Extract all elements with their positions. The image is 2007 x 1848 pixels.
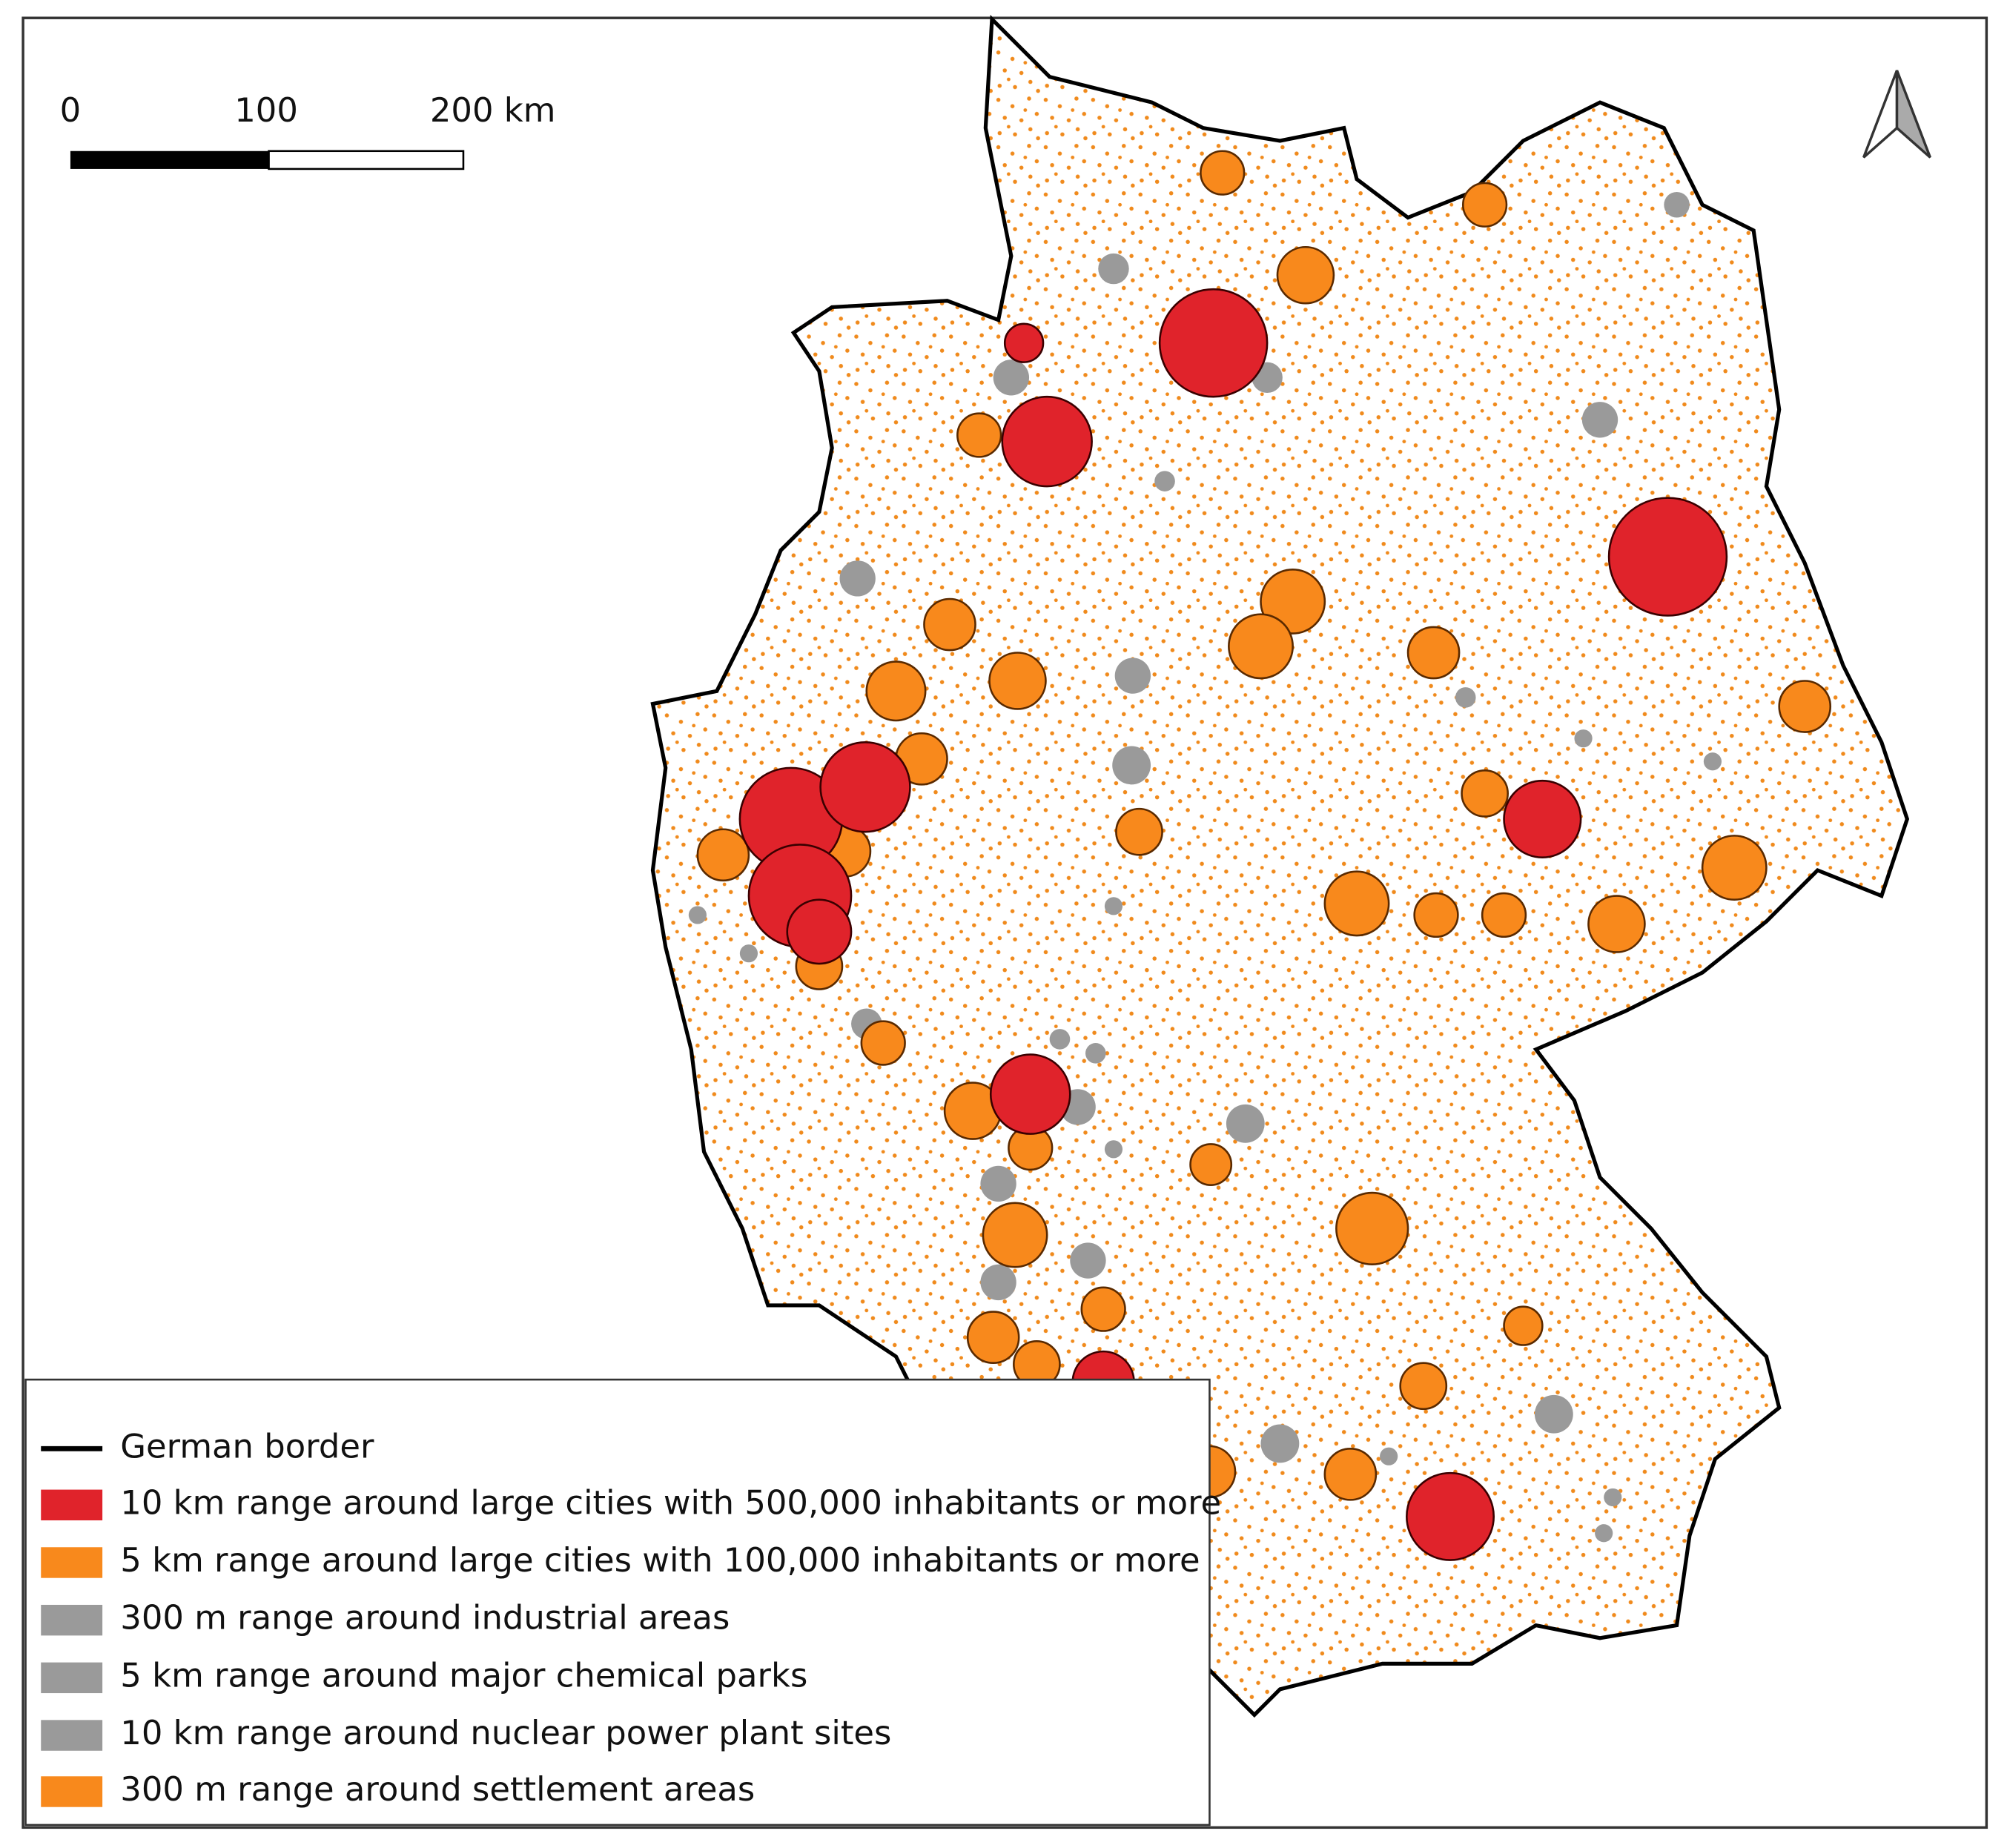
scale-segment bbox=[268, 150, 465, 170]
legend-label: 5 km range around major chemical parks bbox=[120, 1655, 807, 1695]
legend-label: German border bbox=[120, 1426, 374, 1466]
legend-label: 5 km range around large cities with 100,… bbox=[120, 1540, 1200, 1580]
scale-label: 200 km bbox=[430, 90, 556, 130]
large-city-zone bbox=[1228, 613, 1294, 680]
large-city-zone bbox=[988, 652, 1047, 710]
metropolis-zone bbox=[1003, 322, 1045, 363]
metropolis-zone bbox=[1406, 1471, 1495, 1561]
chemical-or-nuclear-zone bbox=[1112, 746, 1151, 785]
scale-bar: 0 100 200 km bbox=[60, 90, 556, 170]
chemical-or-nuclear-zone bbox=[1104, 897, 1123, 915]
chemical-or-nuclear-zone bbox=[1534, 1394, 1573, 1434]
large-city-zone bbox=[1399, 1362, 1448, 1411]
chemical-or-nuclear-zone bbox=[1604, 1488, 1622, 1507]
legend-label: 10 km range around large cities with 500… bbox=[120, 1483, 1221, 1522]
legend-swatch bbox=[41, 1604, 103, 1636]
legend-label: 300 m range around industrial areas bbox=[120, 1598, 730, 1637]
chemical-or-nuclear-zone bbox=[688, 906, 707, 924]
large-city-zone bbox=[1276, 245, 1335, 305]
scale-label: 100 bbox=[234, 90, 298, 130]
chemical-or-nuclear-zone bbox=[1664, 191, 1690, 218]
chemical-or-nuclear-zone bbox=[1581, 402, 1619, 438]
large-city-zone bbox=[1461, 769, 1509, 818]
chemical-or-nuclear-zone bbox=[1070, 1242, 1106, 1279]
north-arrow bbox=[1862, 70, 1932, 159]
metropolis-zone bbox=[1607, 497, 1728, 617]
large-city-zone bbox=[1587, 895, 1646, 953]
large-city-zone bbox=[1481, 892, 1527, 938]
metropolis-zone bbox=[786, 898, 853, 965]
metropolis-zone bbox=[1158, 288, 1269, 398]
large-city-zone bbox=[1335, 1191, 1409, 1266]
large-city-zone bbox=[1461, 182, 1508, 228]
chemical-or-nuclear-zone bbox=[1085, 1043, 1106, 1064]
chemical-or-nuclear-zone bbox=[839, 560, 876, 597]
large-city-zone bbox=[1323, 870, 1390, 937]
chemical-or-nuclear-zone bbox=[1226, 1104, 1265, 1143]
range-zones bbox=[688, 150, 1832, 1561]
chemical-or-nuclear-zone bbox=[1574, 729, 1593, 748]
metropolis-zone bbox=[1001, 395, 1093, 488]
large-city-zone bbox=[966, 1311, 1020, 1364]
legend-swatch bbox=[41, 1662, 103, 1694]
large-city-zone bbox=[1115, 807, 1163, 856]
legend-swatch bbox=[41, 1776, 103, 1807]
legend-label: 10 km range around nuclear power plant s… bbox=[120, 1713, 891, 1752]
chemical-or-nuclear-zone bbox=[1595, 1524, 1613, 1543]
chemical-or-nuclear-zone bbox=[1703, 752, 1722, 771]
large-city-zone bbox=[1413, 892, 1459, 938]
large-city-zone bbox=[1323, 1448, 1378, 1501]
large-city-zone bbox=[1200, 150, 1246, 196]
legend-swatch bbox=[41, 1489, 103, 1521]
chemical-or-nuclear-zone bbox=[1260, 1424, 1300, 1463]
large-city-zone bbox=[956, 412, 1002, 458]
legend-box bbox=[24, 1378, 1211, 1827]
large-city-zone bbox=[1503, 1305, 1544, 1346]
chemical-or-nuclear-zone bbox=[1049, 1029, 1071, 1050]
chemical-or-nuclear-zone bbox=[1104, 1140, 1123, 1159]
chemical-or-nuclear-zone bbox=[1114, 658, 1151, 694]
chemical-or-nuclear-zone bbox=[1455, 687, 1476, 708]
legend-swatch bbox=[41, 1547, 103, 1578]
large-city-zone bbox=[1080, 1286, 1126, 1332]
legend-swatch bbox=[41, 1720, 103, 1751]
legend: German border 10 km range around large c… bbox=[24, 1378, 1221, 1827]
large-city-zone bbox=[923, 597, 976, 652]
large-city-zone bbox=[865, 660, 927, 722]
large-city-zone bbox=[860, 1020, 906, 1066]
metropolis-zone bbox=[989, 1053, 1071, 1135]
scale-segment bbox=[70, 150, 269, 169]
chemical-or-nuclear-zone bbox=[980, 1165, 1016, 1202]
chemical-or-nuclear-zone bbox=[739, 944, 758, 963]
chemical-or-nuclear-zone bbox=[1098, 253, 1129, 285]
chemical-or-nuclear-zone bbox=[980, 1264, 1016, 1301]
chemical-or-nuclear-zone bbox=[1154, 471, 1175, 491]
scale-label: 0 bbox=[60, 90, 82, 130]
large-city-zone bbox=[982, 1202, 1048, 1268]
chemical-or-nuclear-zone bbox=[1380, 1447, 1398, 1466]
metropolis-zone bbox=[819, 741, 911, 833]
large-city-zone bbox=[696, 828, 750, 882]
large-city-zone bbox=[1701, 835, 1768, 901]
metropolis-zone bbox=[1503, 779, 1582, 859]
large-city-zone bbox=[1189, 1143, 1233, 1186]
large-city-zone bbox=[1778, 680, 1832, 733]
legend-label: 300 m range around settlement areas bbox=[120, 1769, 755, 1809]
large-city-zone bbox=[1406, 626, 1461, 680]
chemical-or-nuclear-zone bbox=[993, 360, 1030, 396]
